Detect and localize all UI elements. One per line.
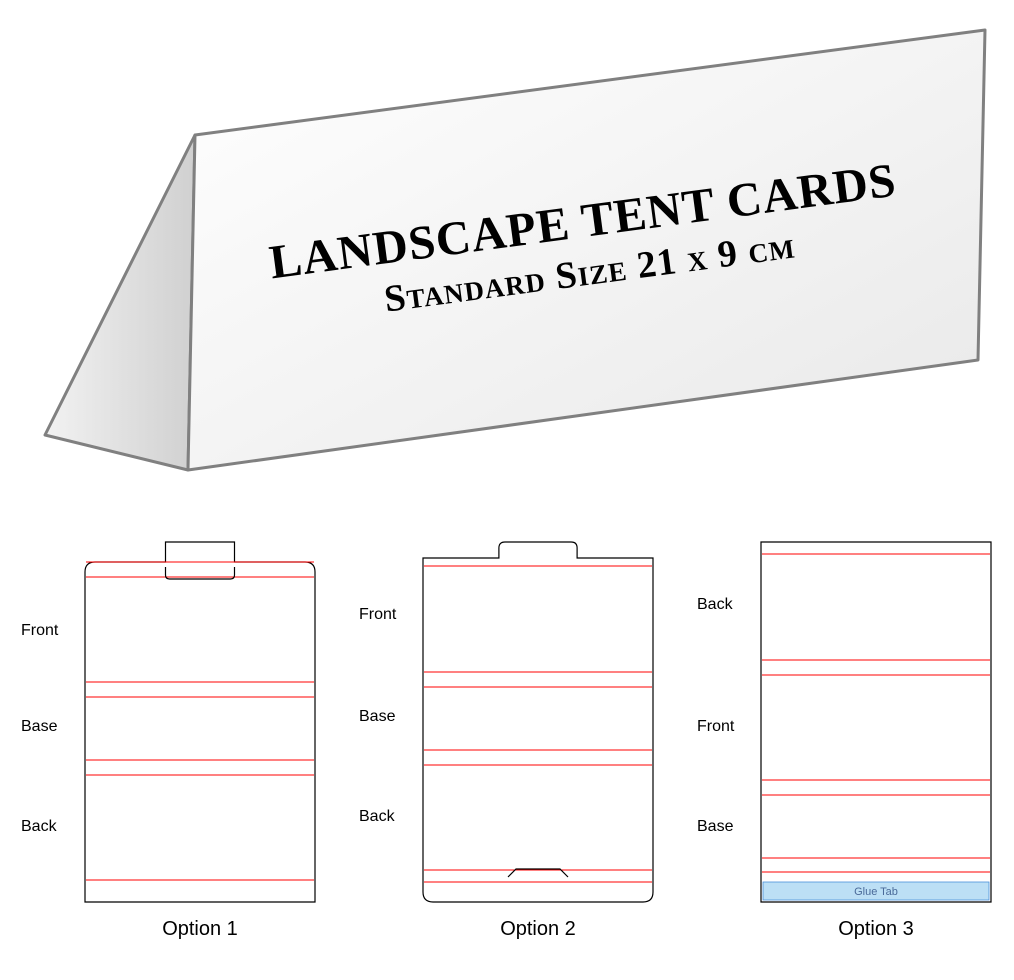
dieline-outline	[761, 542, 991, 902]
dieline-outline	[85, 542, 315, 902]
dieline-panel-label: Back	[697, 596, 733, 614]
dieline-option: Front Base Back Option 1	[21, 540, 317, 941]
option-caption: Option 1	[162, 918, 238, 941]
dieline-svg	[421, 540, 655, 904]
dieline-panel-label: Front	[359, 606, 396, 624]
options-row: Front Base Back Option 1 Front Base Back Option…	[0, 540, 1014, 960]
dieline-panel-label: Back	[21, 818, 57, 836]
dieline-svg	[83, 540, 317, 904]
dieline-outline	[423, 542, 653, 902]
option-caption: Option 2	[500, 918, 576, 941]
option-caption: Option 3	[838, 918, 914, 941]
tent-card-svg: LANDSCAPE TENT CARDS Standard Size 21 x …	[0, 0, 1014, 520]
dieline-svg-column: Glue Tab Option 3	[759, 540, 993, 941]
dieline-panel-label: Base	[21, 718, 57, 736]
dieline-option: Front Base Back Option 2	[359, 540, 655, 941]
dieline-svg-column: Option 2	[421, 540, 655, 941]
tent-side-face	[45, 135, 195, 470]
dieline-option: Back Front Base Glue Tab Option 3	[697, 540, 993, 941]
dieline-panel-label: Back	[359, 808, 395, 826]
dieline-panel-label: Front	[21, 622, 58, 640]
glue-tab-label: Glue Tab	[854, 886, 898, 898]
dieline-panel-label: Base	[359, 708, 395, 726]
dieline-svg-column: Option 1	[83, 540, 317, 941]
diagram-root: LANDSCAPE TENT CARDS Standard Size 21 x …	[0, 0, 1014, 980]
dieline-panel-label: Front	[697, 718, 734, 736]
dieline-panel-label: Base	[697, 818, 733, 836]
dieline-svg: Glue Tab	[759, 540, 993, 904]
tent-card-3d: LANDSCAPE TENT CARDS Standard Size 21 x …	[0, 0, 1014, 500]
